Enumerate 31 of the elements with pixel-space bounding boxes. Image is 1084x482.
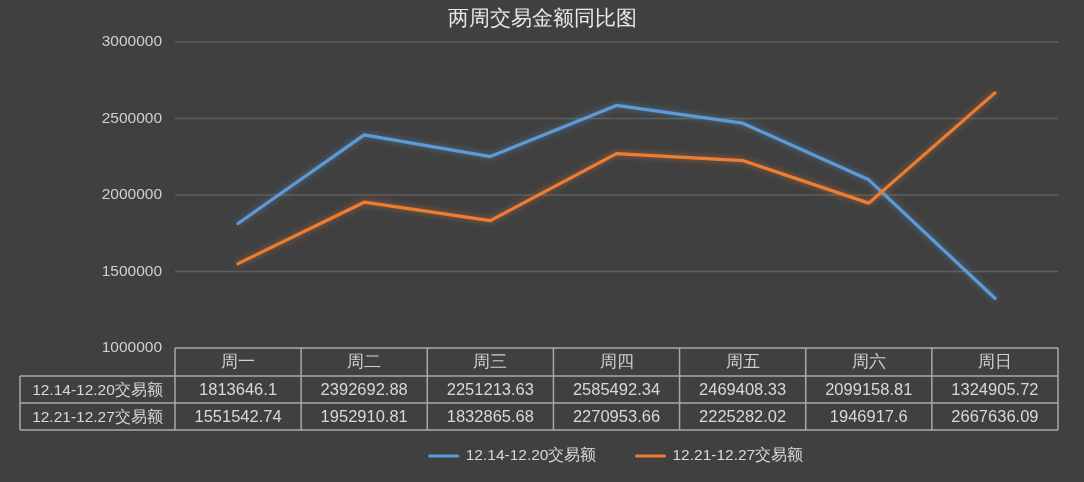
data-label: 1832865.68 [446, 406, 534, 425]
data-label: 1952910.81 [320, 406, 408, 425]
table-row-name: 12.14-12.20交易额 [32, 380, 163, 398]
table-row-name: 12.21-12.27交易额 [32, 407, 163, 425]
title: 两周交易金额同比图 [447, 6, 637, 29]
ytick-label: 1000000 [101, 338, 162, 356]
category-label: 周一 [221, 352, 256, 371]
data-label: 2392692.88 [320, 379, 408, 398]
data-label: 1324905.72 [951, 379, 1039, 398]
legend-label: 12.14-12.20交易额 [465, 446, 597, 464]
ytick-label: 3000000 [101, 32, 162, 50]
data-label: 2251213.63 [446, 379, 534, 398]
ytick-label: 1500000 [101, 261, 162, 279]
category-label: 周二 [347, 352, 382, 371]
ytick-label: 2500000 [101, 108, 162, 126]
category-label: 周三 [473, 352, 508, 371]
category-label: 周五 [725, 352, 760, 371]
data-label: 2270953.66 [572, 406, 661, 425]
category-label: 周日 [977, 352, 1012, 371]
ytick-label: 2000000 [101, 185, 162, 203]
data-label: 1813646.1 [199, 379, 278, 398]
data-label: 2099158.81 [825, 379, 913, 398]
data-label: 2667636.09 [951, 406, 1039, 425]
legend-label: 12.21-12.27交易额 [672, 446, 804, 464]
data-label: 2225282.02 [699, 406, 787, 425]
data-label: 2469408.33 [699, 379, 787, 398]
data-label: 1946917.6 [829, 406, 908, 425]
data-label: 2585492.34 [572, 379, 661, 398]
category-label: 周四 [599, 352, 634, 371]
data-label: 1551542.74 [194, 406, 282, 425]
category-label: 周六 [851, 352, 886, 371]
